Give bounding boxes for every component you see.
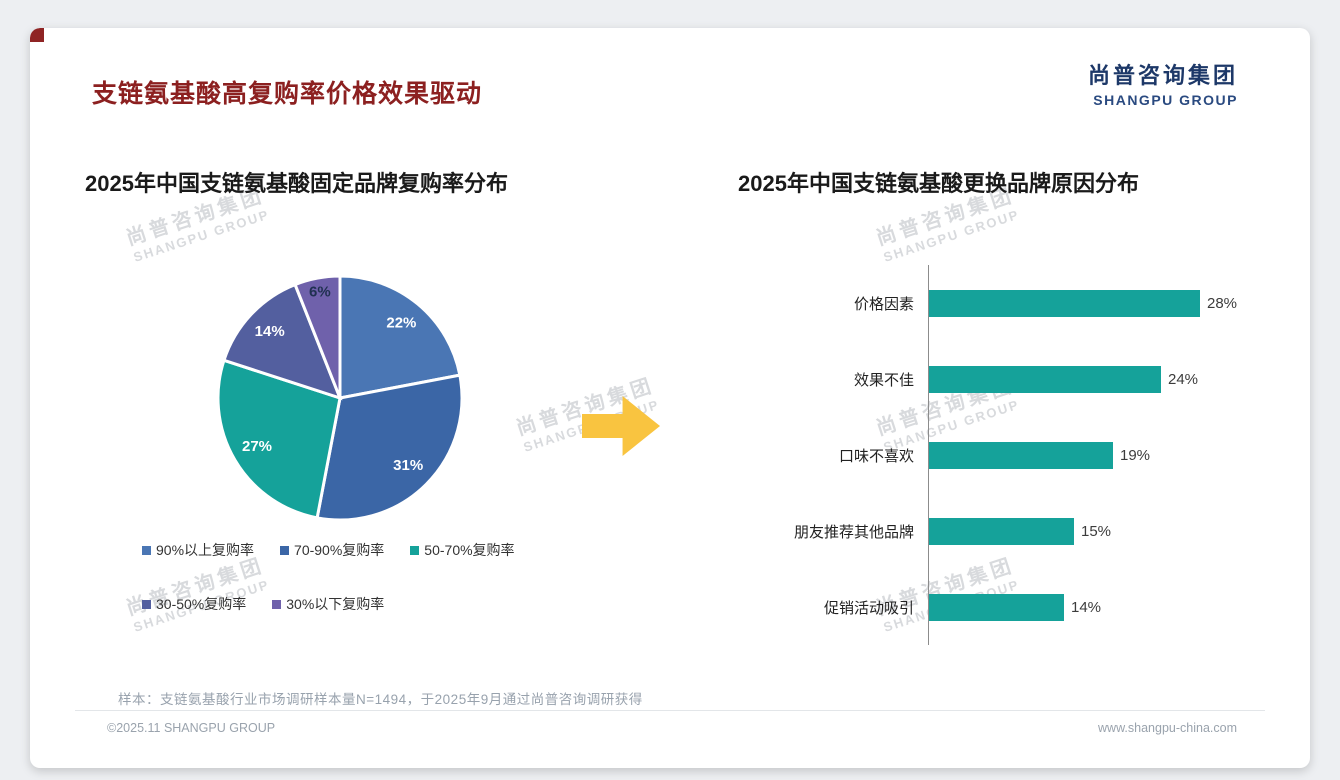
slide-card: 支链氨基酸高复购率价格效果驱动 尚普咨询集团 SHANGPU GROUP 202…: [30, 28, 1310, 768]
title-accent-square: [30, 28, 44, 42]
bar-category-label: 效果不佳: [853, 371, 914, 389]
legend-swatch: [280, 545, 290, 555]
bar: [929, 593, 1064, 621]
footer-copyright: ©2025.11 SHANGPU GROUP: [107, 721, 276, 735]
bar-category-label: 促销活动吸引: [823, 599, 914, 617]
legend-item: 30-50%复购率: [142, 594, 246, 614]
legend-swatch: [142, 599, 151, 609]
legend-item: 90%以上复购率: [142, 540, 254, 560]
legend-swatch: [142, 545, 151, 555]
bar-row: 效果不佳 24%: [730, 341, 1275, 417]
pie-slice: [293, 274, 342, 399]
bar: [929, 289, 1200, 317]
bar: [929, 365, 1161, 393]
pie-slice-label: 22%: [386, 315, 416, 332]
watermark-text-en: SHANGPU GROUP: [881, 206, 1022, 265]
bar-category-label: 口味不喜欢: [838, 447, 914, 465]
bar-category-label: 朋友推荐其他品牌: [793, 523, 914, 541]
legend-item: 50-70%复购率: [410, 540, 515, 560]
watermark-text-en: SHANGPU GROUP: [131, 206, 272, 265]
bar-chart: 价格因素 28% 效果不佳 24% 口味不喜欢 19% 朋友推荐其他品牌 15% 促销活动吸引 1…: [730, 265, 1275, 645]
bar-value-label: 28%: [1207, 294, 1238, 312]
legend-label: 70-90%复购率: [294, 542, 385, 558]
bar-value-label: 15%: [1081, 522, 1112, 540]
logo-text-cn: 尚普咨询集团: [1087, 63, 1238, 88]
pie-slice-label: 14%: [255, 323, 285, 340]
bar-row: 朋友推荐其他品牌 15%: [730, 493, 1275, 569]
bar-value-label: 24%: [1168, 370, 1199, 388]
pie-slice-label: 6%: [309, 283, 331, 300]
legend-label: 50-70%复购率: [424, 542, 515, 558]
bar-axis-line: 24%: [928, 341, 1275, 417]
legend-item: 30%以下复购率: [272, 594, 384, 614]
pie-chart-title: 2025年中国支链氨基酸固定品牌复购率分布: [85, 171, 508, 196]
bar-category-label: 价格因素: [853, 295, 914, 313]
bar-chart-title: 2025年中国支链氨基酸更换品牌原因分布: [738, 171, 1139, 196]
pie-slice: [315, 373, 464, 522]
bar-value-label: 19%: [1120, 446, 1151, 464]
footer: ©2025.11 SHANGPU GROUP www.shangpu-china…: [75, 710, 1265, 735]
logo-text-en: SHANGPU GROUP: [1093, 92, 1238, 108]
legend-label: 30%以下复购率: [286, 596, 385, 612]
pie-slice-label: 27%: [242, 438, 272, 455]
pie-slice: [338, 274, 462, 400]
pie-chart: 22% 31% 27% 14% 6%: [216, 274, 464, 522]
pie-slice-label: 31%: [393, 457, 423, 474]
pie-slice: [222, 282, 343, 401]
bar-row: 价格因素 28%: [730, 265, 1275, 341]
sample-note: 样本：支链氨基酸行业市场调研样本量N=1494，于2025年9月通过尚普咨询调研…: [118, 692, 643, 707]
legend-label: 30-50%复购率: [156, 596, 247, 612]
bar: [929, 517, 1074, 545]
pie-slice: [216, 358, 342, 520]
pie-legend-row-1: 90%以上复购率 70-90%复购率 50-70%复购率: [142, 540, 515, 560]
legend-label: 90%以上复购率: [156, 542, 255, 558]
bar-axis-line: 15%: [928, 493, 1275, 569]
bar-value-label: 14%: [1071, 598, 1102, 616]
legend-swatch: [410, 545, 420, 555]
pie-legend-row-2: 30-50%复购率 30%以下复购率: [142, 594, 384, 614]
legend-item: 70-90%复购率: [280, 540, 384, 560]
page-title: 支链氨基酸高复购率价格效果驱动: [92, 80, 483, 108]
bar-row: 口味不喜欢 19%: [730, 417, 1275, 493]
bar: [929, 441, 1113, 469]
right-arrow-icon: [582, 396, 660, 456]
legend-swatch: [272, 599, 282, 609]
footer-website: www.shangpu-china.com: [1098, 721, 1237, 735]
bar-axis-line: 14%: [928, 569, 1275, 645]
bar-row: 促销活动吸引 14%: [730, 569, 1275, 645]
bar-axis-line: 19%: [928, 417, 1275, 493]
company-logo: 尚普咨询集团 SHANGPU GROUP: [1088, 58, 1238, 108]
bar-axis-line: 28%: [928, 265, 1275, 341]
